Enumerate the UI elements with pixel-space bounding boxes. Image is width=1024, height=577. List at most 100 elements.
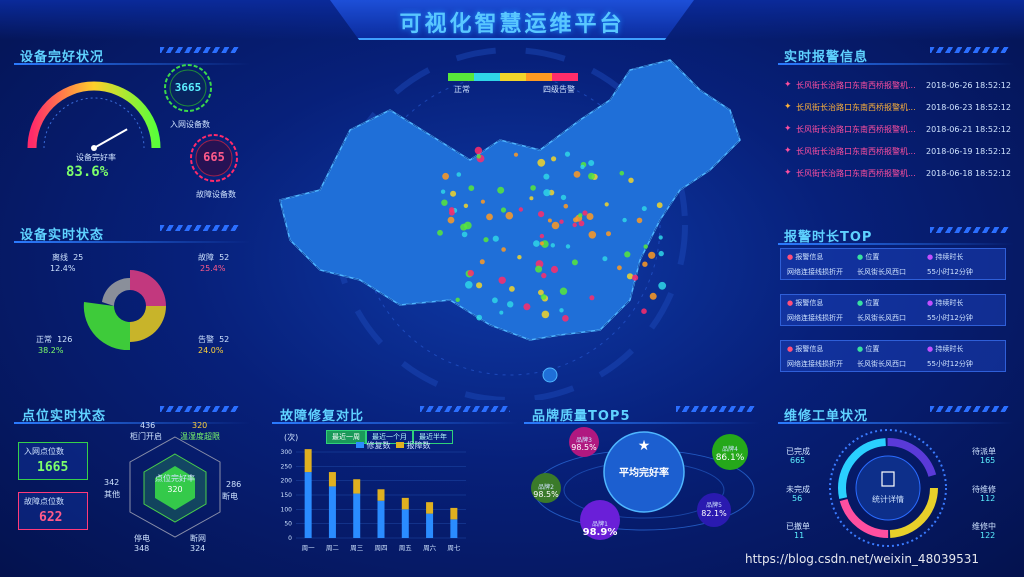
bar-repair[interactable]: [377, 500, 385, 538]
bar-repair[interactable]: [353, 493, 361, 538]
map-point[interactable]: [541, 272, 547, 279]
map-point[interactable]: [589, 295, 595, 301]
map-point[interactable]: [517, 255, 522, 260]
map-point[interactable]: [476, 154, 481, 159]
alarm-item[interactable]: ✦ 长风街长治路口东南西桥报警机... 2018-06-18 18:52:12: [784, 162, 1014, 184]
bar-repair[interactable]: [328, 486, 336, 538]
map-point[interactable]: [539, 241, 544, 246]
map-point[interactable]: [648, 251, 656, 259]
map-point[interactable]: [533, 240, 540, 247]
bar-report[interactable]: [353, 479, 361, 494]
alarm-top-row[interactable]: ● 报警信息 ● 位置 ● 持续时长 网络连接线损折开 长风街长风西口 55小时12分钟: [780, 340, 1006, 372]
map-point[interactable]: [456, 172, 462, 177]
map-point[interactable]: [499, 310, 504, 315]
map-point[interactable]: [498, 276, 506, 284]
map-point[interactable]: [619, 170, 625, 176]
map-point[interactable]: [588, 231, 597, 239]
map-point[interactable]: [606, 231, 611, 237]
bar-repair[interactable]: [450, 519, 458, 538]
bar-report[interactable]: [377, 489, 385, 501]
map-point[interactable]: [588, 160, 595, 166]
map-point[interactable]: [572, 222, 577, 228]
alarm-top-row[interactable]: ● 报警信息 ● 位置 ● 持续时长 网络连接线损折开 长风街长风西口 55小时12分钟: [780, 248, 1006, 280]
map-point[interactable]: [467, 269, 474, 277]
bar-report[interactable]: [401, 497, 409, 510]
map-point[interactable]: [604, 202, 609, 207]
map-point[interactable]: [641, 308, 647, 315]
map-point[interactable]: [505, 211, 514, 220]
map-point[interactable]: [440, 189, 446, 194]
map-point[interactable]: [497, 186, 505, 194]
map-point[interactable]: [540, 294, 547, 300]
map-point[interactable]: [550, 243, 555, 248]
bar-report[interactable]: [328, 472, 336, 487]
map-point[interactable]: [586, 213, 594, 220]
map-point[interactable]: [479, 259, 485, 265]
tab-month[interactable]: 最近一个月: [366, 430, 413, 444]
alarm-item[interactable]: ✦ 长风街长治路口东南西桥报警机... 2018-06-21 18:52:12: [784, 118, 1014, 140]
map-point[interactable]: [642, 261, 648, 267]
map-point[interactable]: [588, 172, 595, 180]
bar-repair[interactable]: [426, 513, 434, 538]
alarm-item[interactable]: ✦ 长风街长治路口东南西桥报警机... 2018-06-23 18:52:12: [784, 96, 1014, 118]
map-point[interactable]: [538, 289, 544, 296]
map-point[interactable]: [437, 229, 443, 236]
map-point[interactable]: [571, 259, 578, 266]
map-point[interactable]: [541, 310, 550, 319]
map-point[interactable]: [543, 189, 551, 197]
map-point[interactable]: [560, 194, 567, 201]
map-point[interactable]: [580, 164, 585, 170]
map-point[interactable]: [537, 158, 546, 167]
map-point[interactable]: [628, 177, 634, 183]
map-point[interactable]: [492, 235, 499, 242]
map-point[interactable]: [551, 221, 560, 230]
map-point[interactable]: [641, 206, 647, 212]
bar-report[interactable]: [426, 502, 434, 514]
map-point[interactable]: [450, 190, 457, 197]
bar-repair[interactable]: [304, 472, 312, 538]
map-point[interactable]: [622, 217, 627, 223]
map-point[interactable]: [632, 274, 639, 281]
alarm-item[interactable]: ✦ 长风街长治路口东南西桥报警机... 2018-06-19 18:52:12: [784, 140, 1014, 162]
map-point[interactable]: [507, 301, 514, 308]
map-point[interactable]: [538, 211, 545, 218]
map-point[interactable]: [559, 287, 568, 295]
bar-report[interactable]: [304, 449, 312, 473]
map-point[interactable]: [500, 207, 507, 213]
map-point[interactable]: [626, 273, 634, 280]
map-point[interactable]: [483, 237, 489, 243]
map-point[interactable]: [624, 251, 631, 258]
map-point[interactable]: [513, 152, 519, 157]
map-point[interactable]: [550, 265, 559, 274]
map-point[interactable]: [564, 151, 571, 157]
alarm-top-row[interactable]: ● 报警信息 ● 位置 ● 持续时长 网络连接线损折开 长风街长风西口 55小时12分钟: [780, 294, 1006, 326]
map-point[interactable]: [442, 172, 449, 180]
map-point[interactable]: [643, 244, 648, 249]
map-point[interactable]: [559, 219, 564, 224]
map-point[interactable]: [658, 235, 663, 240]
map-point[interactable]: [656, 202, 663, 209]
map-point[interactable]: [474, 146, 483, 155]
map-point[interactable]: [518, 207, 524, 212]
map-point[interactable]: [476, 282, 483, 289]
map-point[interactable]: [578, 220, 585, 227]
map-point[interactable]: [547, 218, 552, 223]
map-point[interactable]: [543, 173, 550, 180]
map-point[interactable]: [529, 196, 534, 201]
bar-repair[interactable]: [401, 509, 409, 538]
map-point[interactable]: [602, 256, 608, 262]
map-point[interactable]: [509, 286, 515, 292]
alarm-item[interactable]: ✦ 长风街长治路口东南西桥报警机... 2018-06-26 18:52:12: [784, 74, 1014, 96]
map-point[interactable]: [649, 292, 657, 300]
map-point[interactable]: [578, 213, 583, 218]
map-point[interactable]: [559, 308, 564, 313]
map-point[interactable]: [501, 247, 506, 252]
map-point[interactable]: [463, 203, 469, 208]
map-point[interactable]: [551, 156, 557, 162]
map-point[interactable]: [582, 210, 588, 216]
map-point[interactable]: [465, 281, 473, 289]
map-point[interactable]: [530, 185, 536, 191]
map-point[interactable]: [617, 265, 622, 271]
map-point[interactable]: [441, 199, 448, 206]
map-point[interactable]: [523, 303, 531, 311]
